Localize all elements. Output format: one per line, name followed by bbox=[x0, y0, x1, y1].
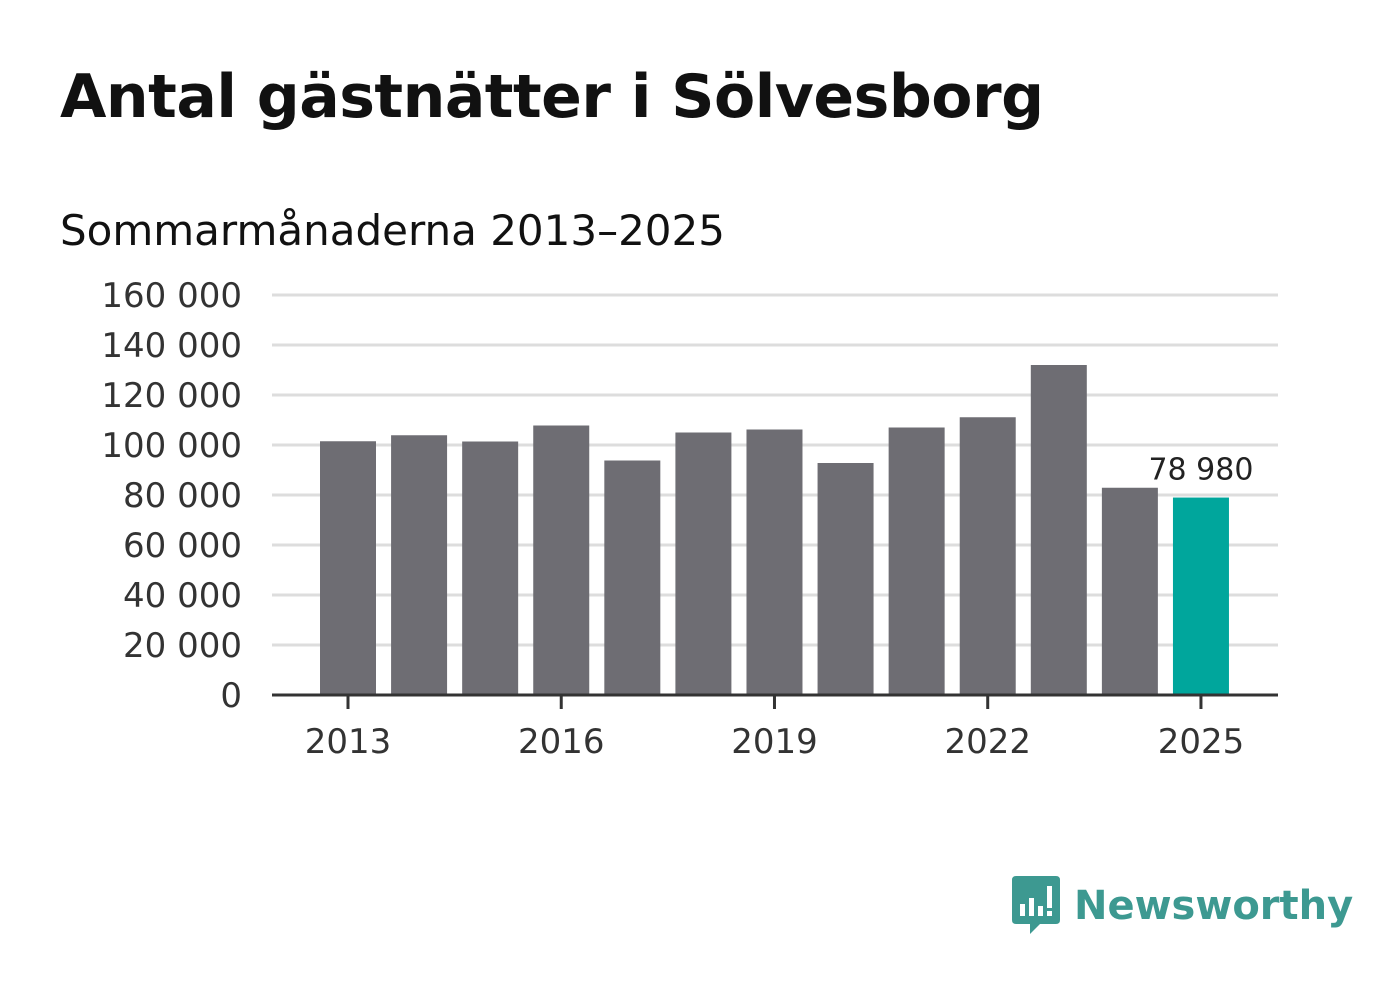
x-tick-label: 2022 bbox=[944, 722, 1031, 762]
data-labels: 78 980 bbox=[1148, 453, 1253, 488]
y-tick-label: 0 bbox=[220, 676, 242, 716]
bar-2025 bbox=[1172, 497, 1229, 695]
chart-subtitle: Sommarmånaderna 2013–2025 bbox=[60, 206, 725, 255]
bar-2017 bbox=[604, 460, 661, 695]
x-tick-label: 2013 bbox=[305, 722, 392, 762]
newsworthy-logo-icon bbox=[1012, 876, 1060, 934]
x-tick-label: 2025 bbox=[1158, 722, 1245, 762]
bar-2015 bbox=[462, 441, 519, 695]
bar-2023 bbox=[1030, 365, 1087, 695]
y-tick-label: 60 000 bbox=[123, 526, 242, 566]
x-tick-label: 2016 bbox=[518, 722, 605, 762]
y-tick-label: 20 000 bbox=[123, 626, 242, 666]
bar-2019 bbox=[746, 429, 803, 695]
y-tick-label: 100 000 bbox=[101, 426, 242, 466]
y-tick-label: 140 000 bbox=[101, 326, 242, 366]
bar-2018 bbox=[675, 432, 732, 695]
bar-2016 bbox=[533, 425, 590, 695]
data-label: 78 980 bbox=[1148, 453, 1253, 488]
bar-2020 bbox=[817, 463, 874, 695]
bar-2014 bbox=[391, 435, 448, 695]
newsworthy-logo: Newsworthy bbox=[1010, 876, 1353, 936]
bar-2024 bbox=[1101, 487, 1158, 695]
x-tick-label: 2019 bbox=[731, 722, 818, 762]
bar-2013 bbox=[320, 441, 376, 695]
brand-name: Newsworthy bbox=[1074, 883, 1354, 929]
y-tick-label: 120 000 bbox=[101, 376, 242, 416]
bars bbox=[320, 365, 1229, 695]
y-axis-ticks: 0 20 000 40 000 60 000 80 000 100 000 120 000 1… bbox=[101, 276, 242, 716]
y-tick-label: 80 000 bbox=[123, 476, 242, 516]
bar-2022 bbox=[959, 417, 1016, 695]
bar-2021 bbox=[888, 427, 945, 695]
chart-title: Antal gästnätter i Sölvesborg bbox=[60, 62, 1044, 132]
y-tick-label: 160 000 bbox=[101, 276, 242, 316]
y-tick-label: 40 000 bbox=[123, 576, 242, 616]
x-axis-ticks: 2013 2016 2019 2022 2025 bbox=[305, 695, 1244, 762]
